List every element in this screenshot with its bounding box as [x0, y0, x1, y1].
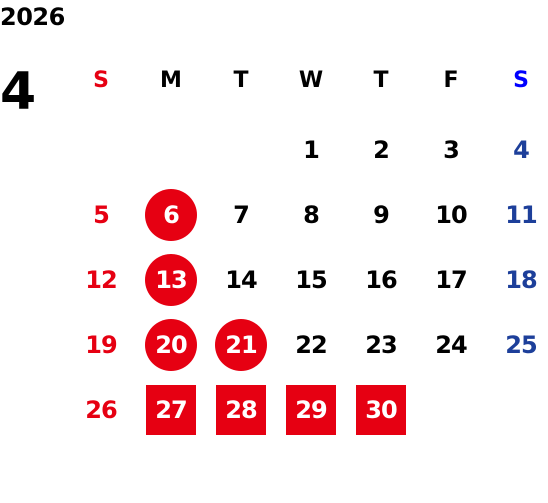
day-5[interactable]: 5	[93, 201, 110, 229]
day-13[interactable]: 13	[145, 254, 197, 306]
day-15[interactable]: 15	[295, 266, 327, 294]
weekday-header-fri: F	[443, 67, 459, 93]
weekday-header-wed: W	[298, 67, 324, 93]
day-11[interactable]: 11	[505, 201, 537, 229]
day-1[interactable]: 1	[303, 136, 320, 164]
day-17[interactable]: 17	[435, 266, 467, 294]
weekday-header-sat: S	[513, 67, 529, 93]
day-23[interactable]: 23	[365, 331, 397, 359]
day-20[interactable]: 20	[145, 319, 197, 371]
day-22[interactable]: 22	[295, 331, 327, 359]
day-10[interactable]: 10	[435, 201, 467, 229]
day-3[interactable]: 3	[443, 136, 460, 164]
day-27[interactable]: 27	[146, 385, 196, 435]
day-29[interactable]: 29	[286, 385, 336, 435]
day-18[interactable]: 18	[505, 266, 537, 294]
day-24[interactable]: 24	[435, 331, 467, 359]
day-8[interactable]: 8	[303, 201, 320, 229]
day-21[interactable]: 21	[215, 319, 267, 371]
year-label: 2026	[0, 3, 65, 31]
weekday-header-sun: S	[93, 67, 109, 93]
day-28[interactable]: 28	[216, 385, 266, 435]
weekday-header-tue: T	[233, 67, 249, 93]
day-26[interactable]: 26	[85, 396, 117, 424]
day-16[interactable]: 16	[365, 266, 397, 294]
day-30[interactable]: 30	[356, 385, 406, 435]
day-7[interactable]: 7	[233, 201, 250, 229]
day-19[interactable]: 19	[85, 331, 117, 359]
day-9[interactable]: 9	[373, 201, 390, 229]
day-25[interactable]: 25	[505, 331, 537, 359]
weekday-header-thu: T	[373, 67, 389, 93]
weekday-header-mon: M	[160, 67, 182, 93]
day-14[interactable]: 14	[225, 266, 257, 294]
day-6[interactable]: 6	[145, 189, 197, 241]
month-label: 4	[0, 62, 37, 122]
day-12[interactable]: 12	[85, 266, 117, 294]
day-4[interactable]: 4	[513, 136, 530, 164]
day-2[interactable]: 2	[373, 136, 390, 164]
